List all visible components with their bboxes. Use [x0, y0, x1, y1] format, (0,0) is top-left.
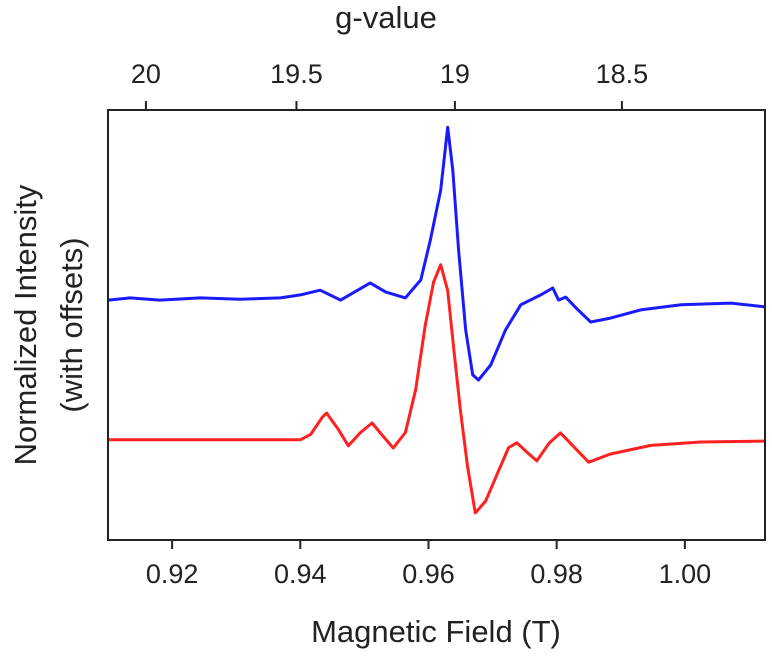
top-tick-label: 19.5 [270, 59, 323, 89]
x-axis-label: Magnetic Field (T) [311, 614, 561, 649]
y-axis-label: (with offsets) [54, 237, 89, 412]
top-tick-label: 19 [440, 59, 470, 89]
top-axis-label: g-value [335, 0, 437, 35]
data-line [107, 125, 766, 382]
x-tick-label: 0.96 [402, 559, 455, 589]
x-tick-label: 0.94 [274, 559, 327, 589]
x-tick-label: 1.00 [659, 559, 712, 589]
top-tick-label: 18.5 [596, 59, 649, 89]
top-tick-label: 20 [131, 59, 161, 89]
x-tick-label: 0.92 [146, 559, 199, 589]
data-line [108, 263, 766, 515]
plot-frame [107, 109, 766, 541]
x-tick-label: 0.98 [530, 559, 583, 589]
y-axis-label: Normalized Intensity [8, 184, 43, 465]
